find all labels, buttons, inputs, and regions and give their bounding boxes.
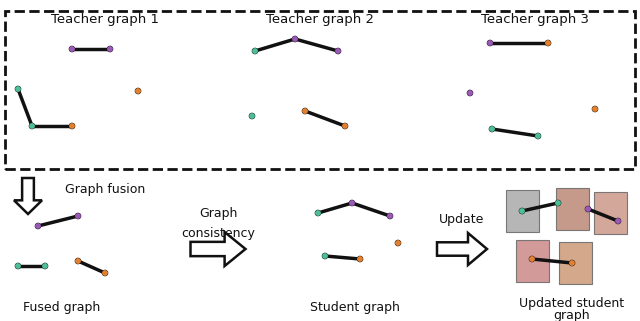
- Circle shape: [102, 270, 108, 276]
- Circle shape: [545, 40, 550, 46]
- Circle shape: [530, 257, 534, 261]
- Circle shape: [69, 123, 75, 129]
- Circle shape: [488, 41, 492, 45]
- Text: Student graph: Student graph: [310, 300, 400, 314]
- Circle shape: [15, 264, 20, 269]
- Circle shape: [69, 47, 75, 52]
- Circle shape: [76, 258, 81, 264]
- Circle shape: [43, 264, 47, 268]
- Text: graph: graph: [554, 309, 590, 321]
- Circle shape: [357, 256, 363, 262]
- Circle shape: [536, 134, 541, 139]
- Circle shape: [593, 106, 598, 112]
- Circle shape: [136, 89, 140, 93]
- Circle shape: [250, 114, 254, 118]
- Circle shape: [556, 201, 560, 205]
- Circle shape: [388, 214, 392, 218]
- Text: Updated student: Updated student: [520, 297, 625, 309]
- Circle shape: [490, 127, 494, 131]
- Circle shape: [536, 134, 540, 138]
- Circle shape: [343, 124, 347, 128]
- Circle shape: [30, 124, 34, 128]
- Bar: [515, 240, 548, 282]
- Circle shape: [316, 211, 320, 215]
- Circle shape: [570, 260, 575, 265]
- Circle shape: [335, 48, 340, 54]
- Circle shape: [76, 213, 81, 219]
- Circle shape: [76, 259, 80, 263]
- Circle shape: [520, 209, 524, 213]
- Circle shape: [387, 213, 392, 219]
- Text: Teacher graph 3: Teacher graph 3: [481, 13, 589, 25]
- Circle shape: [546, 41, 550, 45]
- Circle shape: [76, 214, 80, 218]
- Circle shape: [570, 261, 574, 265]
- Circle shape: [70, 47, 74, 51]
- Circle shape: [108, 47, 113, 52]
- Text: consistency: consistency: [181, 227, 255, 239]
- Polygon shape: [14, 178, 42, 214]
- Circle shape: [42, 264, 47, 269]
- Polygon shape: [437, 233, 487, 265]
- Circle shape: [586, 207, 590, 211]
- Circle shape: [15, 86, 20, 91]
- Circle shape: [36, 224, 40, 228]
- Text: Teacher graph 1: Teacher graph 1: [51, 13, 159, 25]
- Circle shape: [593, 107, 597, 111]
- Circle shape: [349, 200, 355, 205]
- Circle shape: [35, 223, 40, 229]
- Circle shape: [103, 271, 108, 275]
- Circle shape: [323, 254, 327, 258]
- Circle shape: [252, 48, 257, 54]
- Circle shape: [292, 36, 298, 42]
- Circle shape: [108, 47, 112, 51]
- Circle shape: [529, 256, 534, 262]
- Text: Fused graph: Fused graph: [24, 300, 100, 314]
- Bar: [559, 242, 591, 284]
- Circle shape: [250, 113, 255, 118]
- Circle shape: [520, 208, 525, 213]
- Bar: [556, 188, 589, 230]
- Circle shape: [303, 109, 307, 113]
- Circle shape: [350, 201, 354, 205]
- Bar: [593, 192, 627, 234]
- Circle shape: [253, 49, 257, 53]
- Circle shape: [490, 126, 495, 132]
- Circle shape: [16, 264, 20, 268]
- Polygon shape: [191, 232, 246, 266]
- Circle shape: [342, 123, 348, 129]
- Circle shape: [616, 218, 621, 224]
- Circle shape: [293, 37, 297, 41]
- Circle shape: [323, 253, 328, 259]
- Circle shape: [358, 257, 362, 261]
- Circle shape: [556, 200, 561, 205]
- Circle shape: [488, 40, 493, 46]
- Circle shape: [70, 124, 74, 128]
- Bar: [506, 190, 538, 232]
- Circle shape: [29, 123, 35, 129]
- Circle shape: [467, 91, 472, 96]
- Circle shape: [468, 91, 472, 95]
- Circle shape: [303, 108, 308, 114]
- Circle shape: [396, 240, 401, 246]
- Circle shape: [16, 87, 20, 91]
- Circle shape: [396, 241, 400, 245]
- Circle shape: [316, 210, 321, 216]
- Circle shape: [616, 219, 620, 223]
- Circle shape: [136, 88, 141, 94]
- Text: Graph fusion: Graph fusion: [65, 183, 145, 195]
- Circle shape: [586, 206, 591, 212]
- Text: Graph: Graph: [199, 206, 237, 220]
- Circle shape: [336, 49, 340, 53]
- Text: Update: Update: [439, 213, 484, 225]
- Text: Teacher graph 2: Teacher graph 2: [266, 13, 374, 25]
